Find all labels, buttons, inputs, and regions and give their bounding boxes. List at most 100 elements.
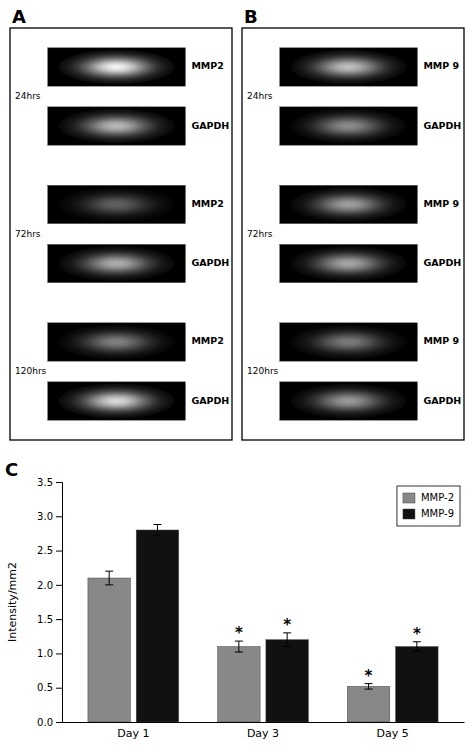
legend-swatch	[403, 493, 415, 503]
tick-label: 0.0	[37, 717, 53, 728]
axis-line	[56, 483, 63, 723]
time-label: 120hrs	[247, 366, 279, 376]
bar	[218, 647, 260, 722]
error-cap	[153, 524, 161, 525]
panel-label: A	[12, 6, 26, 27]
x-tick: Day 5	[377, 722, 409, 740]
error-line	[238, 641, 239, 652]
bar	[396, 647, 438, 722]
gel-band	[291, 246, 407, 281]
x-tick: Day 1	[117, 722, 149, 740]
figure: A 24hrs 72hrs 120hrs MMP2 GAPDH MMP2 GAPDH MMP2 G…	[0, 0, 474, 748]
tick-mark	[56, 688, 62, 689]
axis-title: Intensity/mm2	[6, 562, 19, 642]
gel-background	[280, 185, 418, 223]
bar	[347, 686, 389, 722]
legend-swatch	[403, 509, 415, 519]
error-bar	[413, 642, 421, 652]
error-bar	[235, 641, 243, 652]
bar	[88, 578, 130, 722]
error-cap	[105, 584, 113, 585]
error-cap	[235, 652, 243, 653]
gel-band	[291, 109, 407, 144]
band-label: GAPDH	[191, 120, 229, 131]
plot-marks	[88, 525, 438, 722]
gel-band	[59, 109, 175, 144]
gel-band	[59, 187, 175, 222]
time-label: 72hrs	[15, 229, 41, 239]
band-label: GAPDH	[191, 395, 229, 406]
error-cap	[413, 651, 421, 652]
annotation: *	[365, 667, 373, 685]
error-line	[416, 642, 417, 652]
y-tick: 1.0	[37, 648, 62, 659]
panel-label: C	[5, 459, 18, 480]
bar-chart: C 0.0 0.5 1.0 1.5 2.0 2.5 3.0 3.5 Day 1 Day 3 Day 5…	[5, 459, 465, 740]
gel-panel: A24hrs72hrs120hrsMMP2GAPDHMMP2GAPDHMMP2G…	[10, 6, 232, 440]
x-tick: Day 3	[247, 722, 279, 740]
y-tick: 2.5	[37, 545, 62, 556]
error-line	[109, 571, 110, 585]
tick-label: 2.0	[37, 580, 53, 591]
y-tick: 1.5	[37, 614, 62, 625]
gel-background	[48, 185, 186, 223]
tick-mark	[56, 619, 62, 620]
time-label: 24hrs	[15, 91, 41, 101]
gel-band	[59, 384, 175, 419]
legend-frame	[397, 486, 460, 526]
tick-label: 3.0	[37, 511, 53, 522]
tick-label: Day 5	[377, 727, 409, 740]
gel-panel: B24hrs72hrs120hrsMMP 9GAPDHMMP 9GAPDHMMP…	[242, 6, 464, 440]
tick-mark	[56, 653, 62, 654]
error-line	[157, 525, 158, 536]
gel-background	[280, 382, 418, 420]
tick-mark	[56, 516, 62, 517]
bar	[266, 640, 308, 722]
band-label: GAPDH	[423, 395, 461, 406]
gel-background	[280, 323, 418, 361]
error-bar	[283, 633, 291, 647]
gel-background	[48, 323, 186, 361]
series	[88, 571, 390, 722]
gel-band	[291, 325, 407, 360]
y-axis: 0.0 0.5 1.0 1.5 2.0 2.5 3.0 3.5	[37, 477, 62, 728]
tick-label: 2.5	[37, 545, 53, 556]
tick-label: 3.5	[37, 477, 53, 488]
band-label: MMP2	[191, 335, 223, 346]
time-label: 120hrs	[15, 366, 47, 376]
legend-label: MMP-2	[421, 492, 454, 503]
tick-label: Day 3	[247, 727, 279, 740]
series	[136, 525, 438, 722]
panel-label: B	[244, 6, 258, 27]
band-label: GAPDH	[423, 120, 461, 131]
y-tick: 3.5	[37, 477, 62, 488]
legend-label: MMP-9	[421, 508, 454, 519]
tick-label: 1.5	[37, 614, 53, 625]
error-cap	[105, 571, 113, 572]
gel-background	[48, 244, 186, 282]
gel-band	[59, 246, 175, 281]
gel-background	[280, 107, 418, 145]
y-tick: 0.5	[37, 682, 62, 693]
error-bar	[105, 571, 113, 585]
band-label: MMP2	[191, 60, 223, 71]
bar	[136, 530, 178, 722]
band-label: MMP 9	[423, 60, 459, 71]
annotation: *	[235, 624, 243, 642]
error-cap	[365, 689, 373, 690]
band-label: MMP 9	[423, 335, 459, 346]
tick-label: Day 1	[117, 727, 149, 740]
time-label: 24hrs	[247, 91, 273, 101]
band-label: MMP2	[191, 198, 223, 209]
tick-mark	[56, 585, 62, 586]
band-label: GAPDH	[423, 257, 461, 268]
tick-mark	[56, 482, 62, 483]
y-tick: 0.0	[37, 717, 62, 728]
y-tick: 3.0	[37, 511, 62, 522]
y-tick: 2.0	[37, 580, 62, 591]
annotation: *	[413, 625, 421, 643]
error-cap	[153, 535, 161, 536]
tick-label: 1.0	[37, 648, 53, 659]
gel-background	[280, 48, 418, 86]
gel-band	[59, 325, 175, 360]
